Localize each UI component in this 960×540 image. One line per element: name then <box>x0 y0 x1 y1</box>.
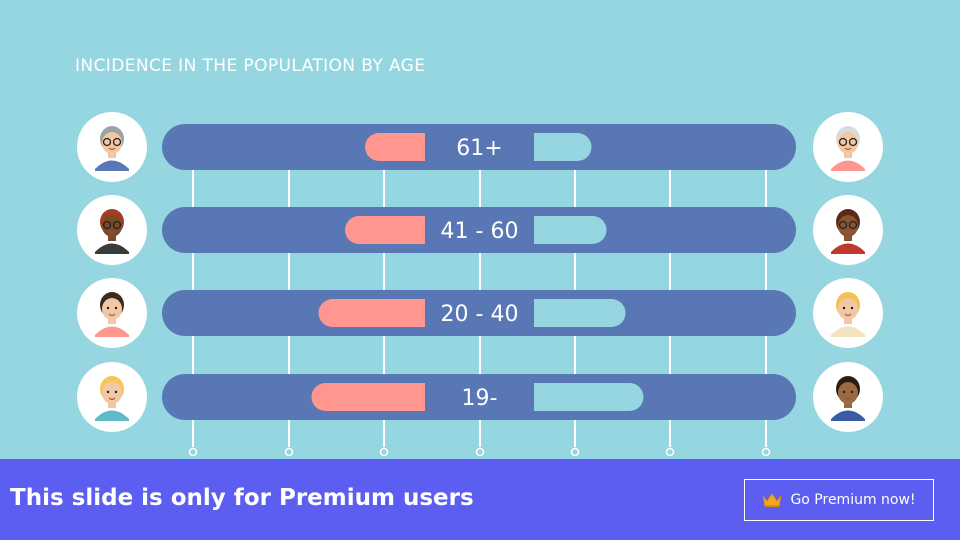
category-label-2: 20 - 40 <box>441 302 519 327</box>
avatar-right-2-mouth <box>844 313 852 317</box>
avatar-left-0-glass-l <box>102 137 112 147</box>
bar-right-3 <box>534 383 644 411</box>
avatar-left-2-shirt <box>95 326 129 337</box>
avatar-right-0-glass-l <box>838 137 848 147</box>
chart-title: INCIDENCE IN THE POPULATION BY AGE <box>75 56 426 76</box>
gridline-dot-4 <box>570 447 580 457</box>
gridline-dot-1 <box>284 447 294 457</box>
avatar-right-3-eye-r <box>850 390 854 394</box>
population-age-chart: 61+ 41 - 60 20 - 40 19- <box>77 112 883 457</box>
avatar-left-2 <box>77 278 147 348</box>
avatar-left-1-shirt <box>95 243 129 254</box>
avatar-right-3-mouth <box>844 397 852 401</box>
avatar-right-1 <box>813 195 883 265</box>
avatar-left-0-glass-r <box>112 137 122 147</box>
gridline-dot-6 <box>761 447 771 457</box>
category-label-0: 61+ <box>456 136 502 161</box>
avatar-right-2-face <box>838 298 858 320</box>
gridline-dot-5 <box>665 447 675 457</box>
avatar-right-3 <box>813 362 883 432</box>
avatar-right-3-face <box>838 382 858 404</box>
avatar-right-2-eye-r <box>850 306 854 310</box>
avatar-right-0-face <box>838 132 858 154</box>
avatar-left-2-eye-r <box>114 306 118 310</box>
avatar-left-0-shirt <box>95 160 129 171</box>
bar-track-0 <box>162 124 796 170</box>
avatar-right-0-mouth <box>844 147 852 151</box>
bar-track-1 <box>162 207 796 253</box>
bar-left-1 <box>345 216 425 244</box>
avatar-left-2-mouth <box>108 313 116 317</box>
avatar-left-1-glass-l <box>102 220 112 230</box>
avatar-right-2-shirt <box>831 326 865 337</box>
avatar-left-1-face <box>102 215 122 237</box>
avatar-right-3-eye-l <box>842 390 846 394</box>
bar-right-0 <box>534 133 592 161</box>
avatar-left-1 <box>77 195 147 265</box>
avatar-left-3-eye-r <box>114 390 118 394</box>
category-label-1: 41 - 60 <box>441 219 519 244</box>
premium-banner-text: This slide is only for Premium users <box>10 485 474 511</box>
avatar-left-0-face <box>102 132 122 154</box>
avatar-left-0-mouth <box>108 147 116 151</box>
avatar-right-0-glass-r <box>848 137 858 147</box>
bar-left-3 <box>311 383 425 411</box>
premium-banner: This slide is only for Premium users Go … <box>0 459 960 540</box>
avatar-left-3-shirt <box>95 410 129 421</box>
avatar-left-1-mouth <box>108 230 116 234</box>
avatar-right-2-eye-l <box>842 306 846 310</box>
bar-left-2 <box>318 299 425 327</box>
gridline-dot-0 <box>188 447 198 457</box>
go-premium-button[interactable]: Go Premium now! <box>744 479 934 521</box>
bar-right-1 <box>534 216 607 244</box>
crown-icon <box>763 493 782 507</box>
avatar-right-1-glass-l <box>838 220 848 230</box>
avatar-left-3-face <box>102 382 122 404</box>
go-premium-label: Go Premium now! <box>790 492 916 508</box>
avatar-right-1-glass-r <box>848 220 858 230</box>
avatar-left-1-glass-r <box>112 220 122 230</box>
avatar-right-1-shirt <box>831 243 865 254</box>
avatar-right-0 <box>813 112 883 182</box>
gridline-dot-3 <box>475 447 485 457</box>
avatar-right-2 <box>813 278 883 348</box>
avatar-right-0-shirt <box>831 160 865 171</box>
avatar-left-3-eye-l <box>106 390 110 394</box>
avatar-right-1-mouth <box>844 230 852 234</box>
bar-left-0 <box>365 133 425 161</box>
avatar-left-3 <box>77 362 147 432</box>
gridline-dot-2 <box>379 447 389 457</box>
bar-track-2 <box>162 290 796 336</box>
avatar-right-3-shirt <box>831 410 865 421</box>
category-label-3: 19- <box>462 386 498 411</box>
avatar-left-2-eye-l <box>106 306 110 310</box>
avatar-left-3-mouth <box>108 397 116 401</box>
avatar-left-2-face <box>102 298 122 320</box>
bar-right-2 <box>534 299 626 327</box>
avatar-left-0 <box>77 112 147 182</box>
avatar-right-1-face <box>838 215 858 237</box>
